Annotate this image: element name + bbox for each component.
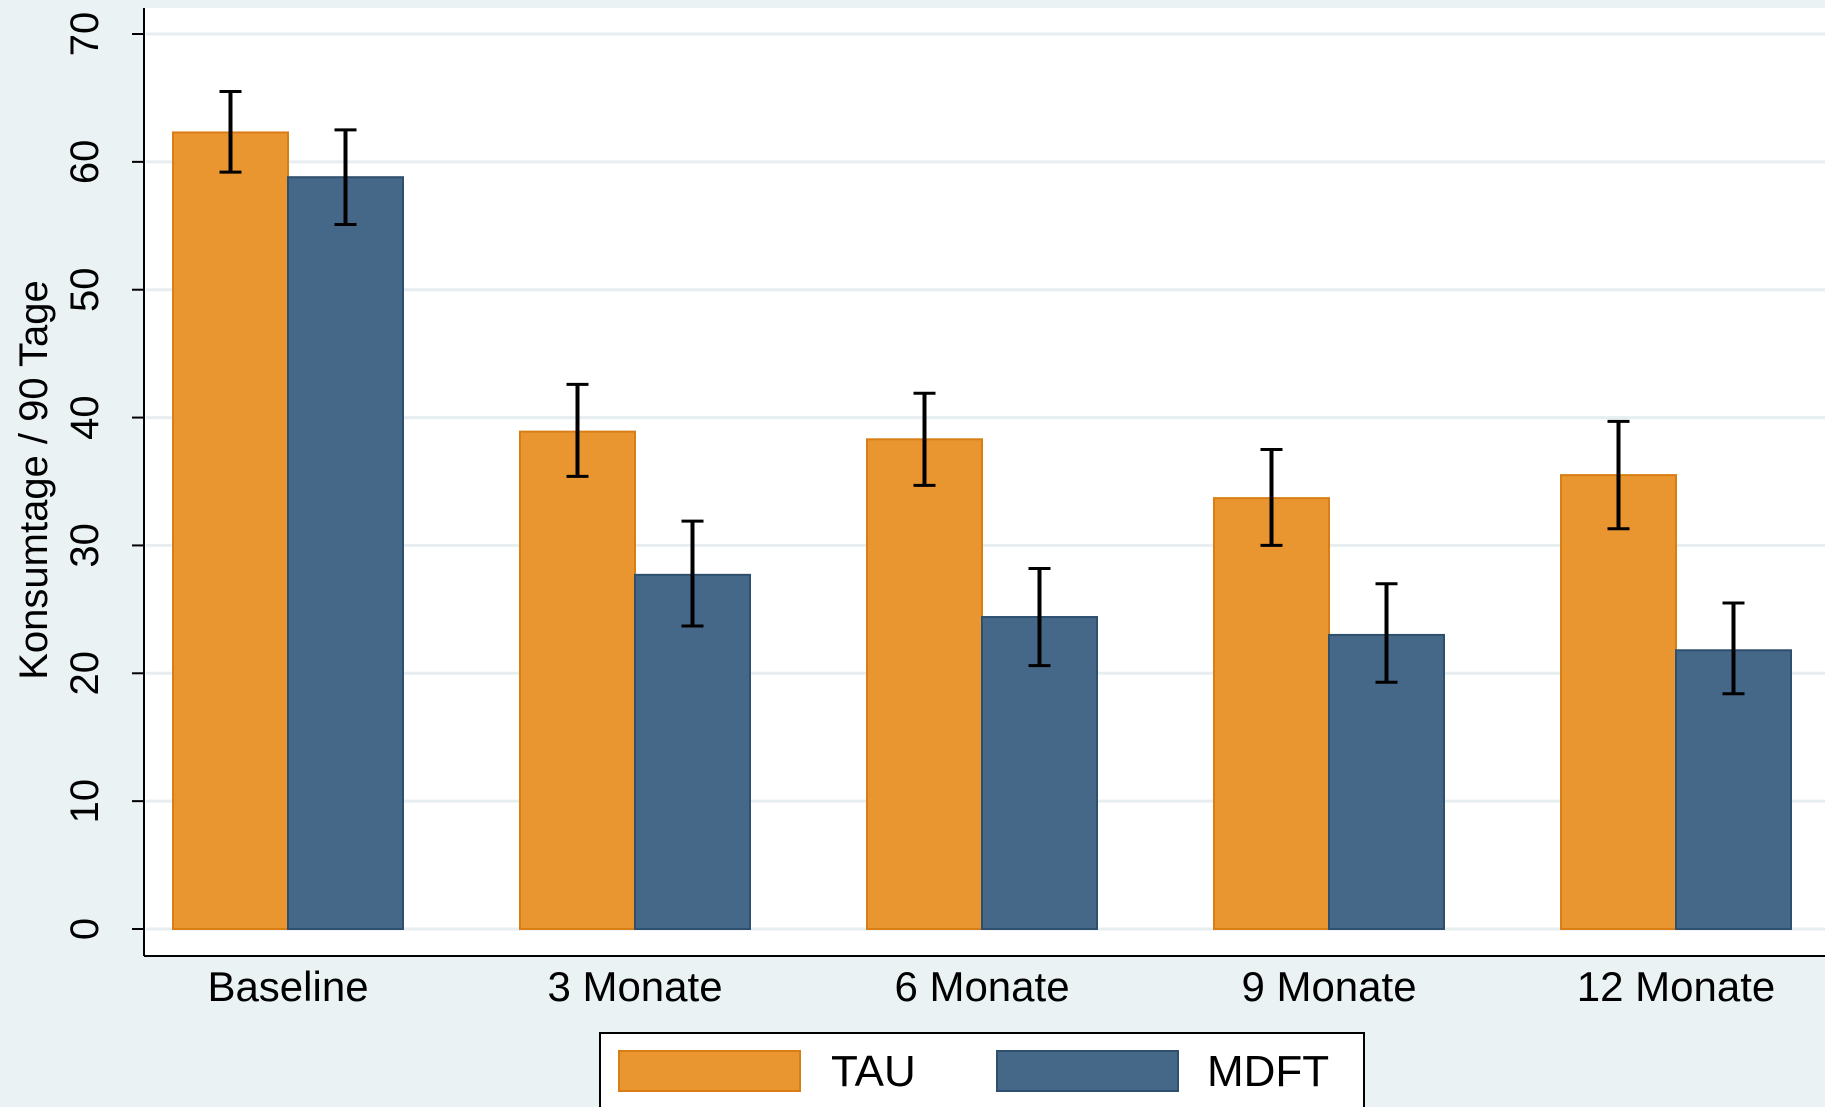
x-labels: Baseline 3 Monate 6 Monate 9 Monate 12 Monat… bbox=[207, 963, 1775, 1010]
bar-tau bbox=[172, 131, 289, 930]
bar-mdft bbox=[1675, 649, 1792, 930]
y-tick-label: 10 bbox=[63, 779, 107, 824]
bar-mdft bbox=[1328, 633, 1445, 931]
y-tick-label: 50 bbox=[63, 267, 107, 312]
y-tick-label: 40 bbox=[63, 395, 107, 440]
x-category-label: Baseline bbox=[207, 963, 368, 1010]
y-ticks: 0 10 20 30 40 50 60 70 bbox=[63, 12, 144, 940]
y-tick-label: 60 bbox=[63, 140, 107, 185]
x-category-label: 12 Monate bbox=[1577, 963, 1775, 1010]
y-tick-label: 30 bbox=[63, 523, 107, 568]
x-category-label: 9 Monate bbox=[1241, 963, 1416, 1010]
y-tick-label: 20 bbox=[63, 651, 107, 696]
legend: TAU MDFT bbox=[599, 1032, 1365, 1107]
bars bbox=[172, 131, 1792, 931]
legend-label-mdft: MDFT bbox=[1207, 1047, 1329, 1096]
y-tick-label: 0 bbox=[63, 918, 107, 940]
y-axis-title: Konsumtage / 90 Tage bbox=[12, 280, 56, 680]
axes bbox=[143, 8, 1825, 957]
bar-mdft bbox=[634, 573, 751, 930]
bar-tau bbox=[1213, 497, 1330, 930]
bar-tau bbox=[519, 430, 636, 930]
x-category-label: 6 Monate bbox=[894, 963, 1069, 1010]
bar-tau bbox=[1560, 474, 1677, 930]
y-tick-label: 70 bbox=[63, 12, 107, 57]
legend-swatch-tau bbox=[618, 1050, 801, 1092]
error-bars bbox=[219, 90, 1745, 696]
bar-tau bbox=[866, 438, 983, 930]
legend-label-tau: TAU bbox=[831, 1047, 916, 1096]
legend-swatch-mdft bbox=[996, 1050, 1179, 1092]
bar-mdft bbox=[287, 176, 404, 930]
x-category-label: 3 Monate bbox=[547, 963, 722, 1010]
